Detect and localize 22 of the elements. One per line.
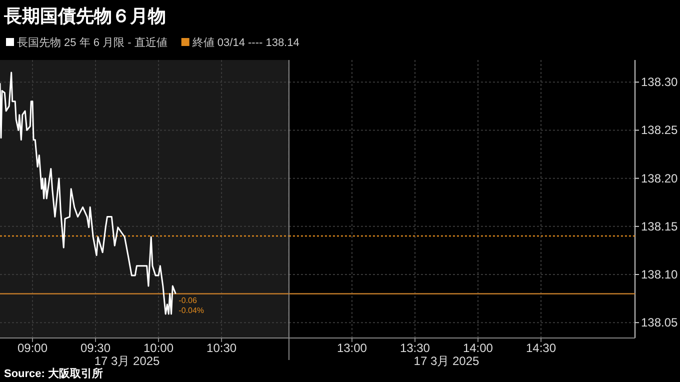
y-tick-label: 138.25 [641,123,678,138]
y-tick-label: 138.15 [641,219,678,234]
x-tick-label: 14:30 [526,341,556,355]
x-axis-title: 17 3月 2025 [94,354,160,368]
x-tick-label: 13:30 [400,341,430,355]
x-axis-title: 17 3月 2025 [414,354,480,368]
x-tick-label: 10:00 [144,341,174,355]
x-tick-label: 10:30 [206,341,237,355]
x-tick-label: 14:00 [462,341,494,355]
source-note: Source: 大阪取引所 [4,367,104,380]
x-tick-label: 09:00 [17,341,48,355]
y-tick-label: 138.10 [641,268,678,282]
y-tick-label: 138.05 [641,316,678,330]
y-tick-label: 138.20 [641,171,678,186]
x-tick-label: 09:30 [80,341,111,355]
legend-label: 長国先物 25 年 6 月限 - 直近値 [17,36,168,49]
annotation: -0.04% [178,306,204,315]
chart-title: 長期国債先物６月物 [3,6,166,26]
y-tick-label: 138.30 [641,75,678,90]
legend-label: 終値 03/14 ---- 138.14 [191,37,300,49]
annotation: -0.06 [178,296,198,305]
x-tick-label: 13:00 [336,341,368,355]
